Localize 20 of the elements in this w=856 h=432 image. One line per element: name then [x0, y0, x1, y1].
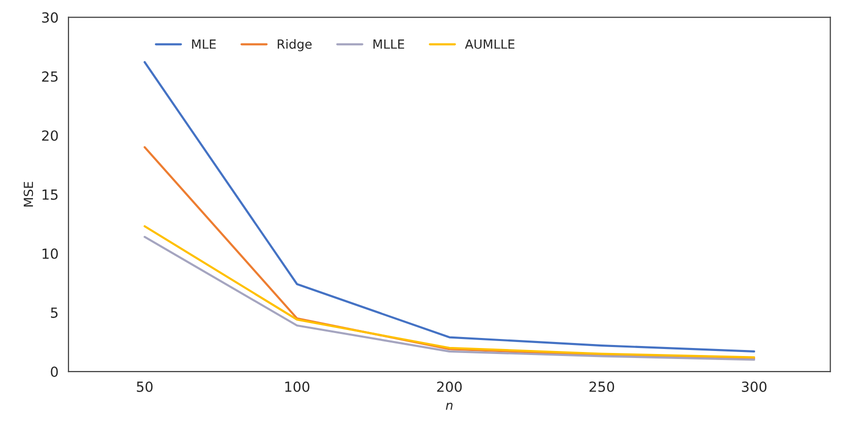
x-tick-label: 250: [590, 381, 614, 392]
y-tick-label: 0: [50, 366, 58, 377]
y-tick-label: 10: [42, 248, 58, 259]
legend-label: Ridge: [278, 39, 312, 52]
y-tick-label: 15: [42, 190, 58, 200]
x-tick-label: 50: [136, 381, 153, 392]
line-series: [144, 146, 756, 360]
x-axis-title: n: [446, 402, 453, 410]
y-tick-label: 30: [42, 12, 58, 23]
legend-label: MLLE: [374, 40, 404, 49]
x-tick-label: 200: [437, 381, 462, 392]
line-series: [144, 61, 756, 352]
x-tick-label: 100: [285, 381, 310, 392]
y-tick-label: 25: [42, 71, 58, 82]
legend-label: AUMLLE: [464, 40, 514, 49]
legend-label: MLE: [192, 40, 216, 49]
y-tick-label: 20: [42, 130, 58, 141]
y-axis-title: MSE: [24, 182, 34, 206]
y-tick-label: 5: [50, 308, 58, 318]
x-tick-label: 300: [742, 381, 766, 392]
